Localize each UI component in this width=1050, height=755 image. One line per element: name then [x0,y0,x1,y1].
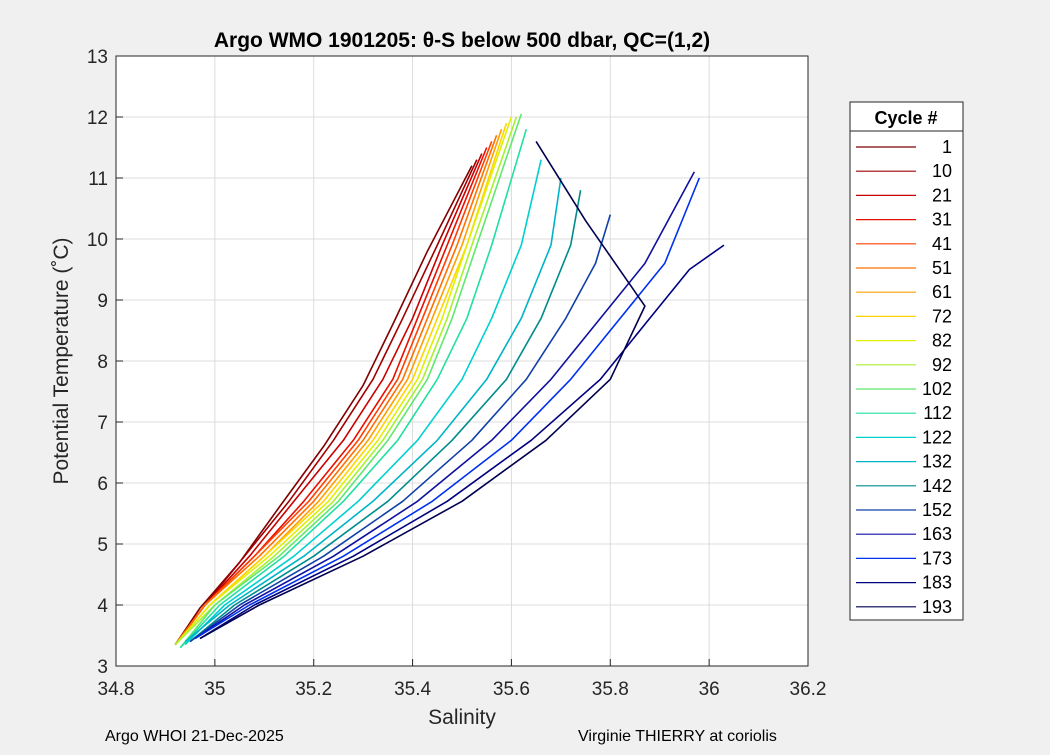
y-tick-label: 8 [97,352,108,373]
series-line-cycle-112 [179,128,528,649]
series-line-cycle-21 [174,153,483,646]
legend-label: 152 [922,500,952,520]
y-tick-label: 3 [97,657,108,678]
y-axis-label: Potential Temperature (˚C) [50,237,73,484]
legend-label: 82 [932,331,952,351]
legend-label: 102 [922,379,952,399]
series-line-cycle-92 [174,116,518,646]
x-tick-label: 34.8 [98,679,135,700]
chart-title: Argo WMO 1901205: θ-S below 500 dbar, QC… [214,29,710,52]
x-tick-labels: 34.8 35 35.2 35.4 35.6 35.8 36 36.2 [98,659,827,700]
series-line-cycle-72 [174,122,508,646]
x-tick-label: 35 [204,679,225,700]
series-lines [174,113,725,649]
x-axis-label: Salinity [428,706,496,729]
legend-label: 31 [932,210,952,230]
y-tick-label: 9 [97,291,108,312]
legend-label: 183 [922,573,952,593]
legend-label: 51 [932,258,952,278]
footer-right: Virginie THIERRY at coriolis [578,728,777,745]
series-line-cycle-193 [199,140,646,640]
legend-label: 41 [932,234,952,254]
y-tick-label: 13 [87,47,108,68]
legend-label: 92 [932,355,952,375]
y-tick-label: 5 [97,535,108,556]
legend-label: 10 [932,161,952,181]
y-tick-label: 4 [97,596,108,617]
series-line-cycle-122 [184,159,542,646]
x-tick-label: 36 [699,679,720,700]
series-line-cycle-41 [174,141,493,646]
series-line-cycle-183 [199,244,725,640]
series-line-cycle-163 [194,171,696,640]
series-line-cycle-102 [179,113,523,649]
x-tick-label: 35.4 [394,679,431,700]
legend-label: 21 [932,185,952,205]
legend-label: 193 [922,597,952,617]
series-line-cycle-1 [174,165,473,646]
footer-left: Argo WHOI 21-Dec-2025 [105,728,284,745]
legend-label: 122 [922,427,952,447]
legend-label: 1 [942,137,952,157]
y-tick-label: 7 [97,413,108,434]
x-tick-label: 35.6 [493,679,530,700]
legend-label: 142 [922,476,952,496]
legend-items: 1 10 21 31 41 51 61 72 82 92 102 112 122 132 142 152 163… [856,137,952,617]
y-tick-label: 10 [87,230,108,251]
legend-label: 72 [932,306,952,326]
series-line-cycle-152 [189,214,612,643]
series-line-cycle-51 [174,135,498,646]
legend-label: 61 [932,282,952,302]
series-line-cycle-173 [194,177,701,640]
legend-label: 132 [922,452,952,472]
y-tick-labels: 3 4 5 6 7 8 9 10 11 12 13 [87,47,123,678]
series-line-cycle-142 [189,190,582,643]
series-line-cycle-10 [174,159,478,646]
y-tick-label: 6 [97,474,108,495]
legend-title: Cycle # [874,108,937,128]
x-tick-label: 35.8 [592,679,629,700]
series-line-cycle-82 [174,116,513,646]
y-tick-label: 12 [87,108,108,129]
legend-label: 173 [922,548,952,568]
legend-label: 163 [922,524,952,544]
x-tick-label: 36.2 [790,679,827,700]
legend: Cycle # 11021314151617282921021121221321… [849,101,964,621]
legend-label: 112 [923,403,952,423]
series-line-cycle-132 [184,177,562,643]
y-tick-label: 11 [88,169,108,190]
x-tick-label: 35.2 [295,679,332,700]
